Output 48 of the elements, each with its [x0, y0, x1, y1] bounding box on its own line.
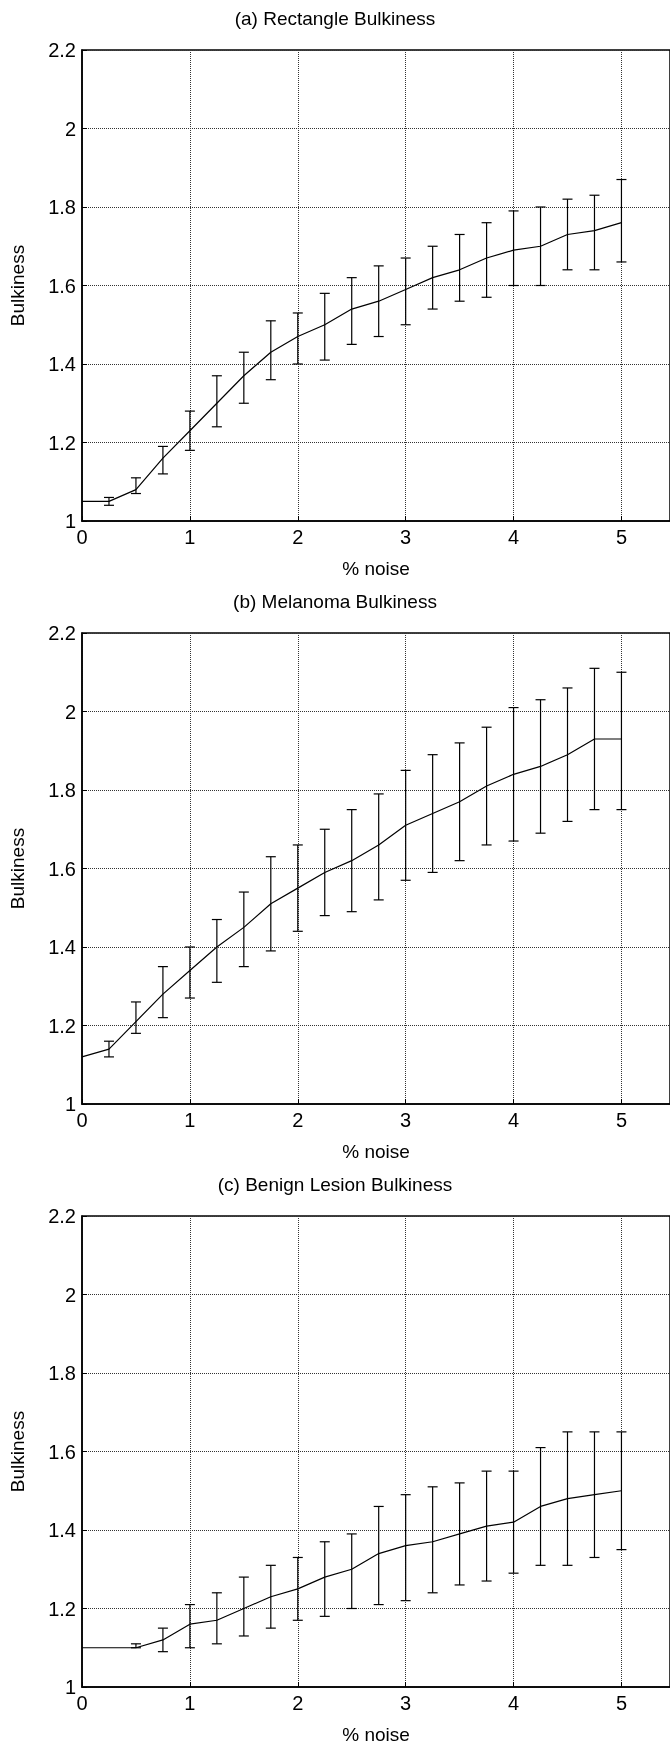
y-tick-label: 1.6: [48, 1440, 76, 1463]
y-tick-label: 2: [64, 117, 76, 140]
x-tick-label: 5: [615, 526, 628, 548]
y-tick-label: 1.4: [48, 1519, 76, 1541]
y-tick-label: 1.6: [48, 857, 76, 880]
y-tick-label: 2: [64, 700, 76, 723]
x-tick-label: 5: [615, 1692, 628, 1714]
y-tick-label: 1: [64, 1093, 76, 1115]
y-tick-label: 1.2: [48, 1014, 76, 1037]
x-tick-label: 2: [292, 1109, 304, 1131]
y-tick-label: 1.8: [48, 196, 76, 218]
y-tick-label: 1.2: [48, 431, 76, 454]
y-tick-label: 2.2: [48, 1205, 76, 1227]
x-tick-label: 2: [292, 1692, 304, 1714]
y-tick-label: 2.2: [48, 39, 76, 61]
x-tick-label: 5: [615, 1109, 628, 1131]
x-tick-label: 0: [76, 1109, 88, 1131]
y-axis-title: Bulkiness: [7, 827, 28, 910]
x-tick-label: 2: [292, 526, 304, 548]
y-tick-label: 1.8: [48, 1362, 76, 1384]
y-tick-label: 1: [64, 1676, 76, 1698]
x-axis-title: % noise: [342, 1141, 410, 1162]
y-tick-label: 1: [64, 510, 76, 532]
x-tick-label: 0: [76, 526, 88, 548]
y-tick-label: 1.2: [48, 1597, 76, 1620]
x-tick-label: 1: [184, 1109, 196, 1131]
y-tick-label: 1.4: [48, 936, 76, 958]
x-axis-title: % noise: [342, 1724, 410, 1745]
x-tick-label: 1: [184, 1692, 196, 1714]
y-tick-label: 1.8: [48, 779, 76, 801]
x-tick-label: 4: [508, 526, 520, 548]
y-axis-title: Bulkiness: [7, 1410, 28, 1493]
chart-title: (a) Rectangle Bulkiness: [234, 8, 436, 29]
x-tick-label: 4: [508, 1109, 520, 1131]
x-tick-label: 0: [76, 1692, 88, 1714]
x-tick-label: 3: [400, 1109, 412, 1131]
y-tick-label: 1.6: [48, 274, 76, 297]
x-axis-title: % noise: [342, 558, 410, 579]
chart-title: (b) Melanoma Bulkiness: [233, 591, 437, 612]
y-tick-label: 2.2: [48, 622, 76, 644]
x-tick-label: 4: [508, 1692, 520, 1714]
y-tick-label: 2: [64, 1283, 76, 1306]
y-tick-label: 1.4: [48, 353, 76, 375]
x-tick-label: 3: [400, 526, 412, 548]
y-axis-title: Bulkiness: [7, 244, 28, 327]
x-tick-label: 3: [400, 1692, 412, 1714]
chart-title: (c) Benign Lesion Bulkiness: [217, 1174, 453, 1195]
x-tick-label: 1: [184, 526, 196, 548]
